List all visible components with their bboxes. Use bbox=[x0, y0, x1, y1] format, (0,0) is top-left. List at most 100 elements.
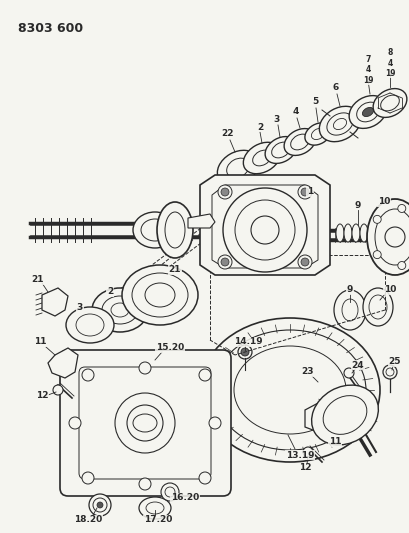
Circle shape bbox=[222, 188, 306, 272]
Ellipse shape bbox=[271, 142, 290, 158]
Text: 11: 11 bbox=[328, 438, 340, 447]
Text: 21: 21 bbox=[31, 276, 44, 285]
Circle shape bbox=[82, 472, 94, 484]
Circle shape bbox=[220, 188, 229, 196]
Circle shape bbox=[218, 255, 231, 269]
Circle shape bbox=[220, 258, 229, 266]
Ellipse shape bbox=[333, 290, 365, 330]
Text: 8303 600: 8303 600 bbox=[18, 22, 83, 35]
Text: 12: 12 bbox=[298, 464, 310, 472]
Circle shape bbox=[218, 185, 231, 199]
Circle shape bbox=[397, 205, 405, 213]
Text: 23: 23 bbox=[301, 367, 313, 376]
Text: 6: 6 bbox=[332, 83, 338, 92]
Text: 17.20: 17.20 bbox=[144, 515, 172, 524]
Polygon shape bbox=[48, 348, 78, 378]
Ellipse shape bbox=[226, 158, 249, 178]
Ellipse shape bbox=[243, 142, 280, 174]
Circle shape bbox=[198, 369, 211, 381]
Circle shape bbox=[397, 262, 405, 270]
Circle shape bbox=[89, 494, 111, 516]
Ellipse shape bbox=[348, 95, 386, 128]
Polygon shape bbox=[304, 402, 331, 432]
Text: 22: 22 bbox=[221, 130, 234, 139]
Circle shape bbox=[127, 405, 163, 441]
Text: 9: 9 bbox=[354, 200, 360, 209]
Text: 2: 2 bbox=[256, 123, 263, 132]
Text: 7
4
19: 7 4 19 bbox=[362, 55, 372, 85]
Circle shape bbox=[343, 368, 353, 378]
Text: 18.20: 18.20 bbox=[74, 515, 102, 524]
Text: 10: 10 bbox=[377, 198, 389, 206]
Text: 2: 2 bbox=[107, 287, 113, 296]
Circle shape bbox=[297, 185, 311, 199]
Circle shape bbox=[139, 478, 151, 490]
Text: 8
4
19: 8 4 19 bbox=[384, 48, 394, 78]
Polygon shape bbox=[200, 175, 329, 275]
Ellipse shape bbox=[367, 224, 375, 242]
Text: 3: 3 bbox=[273, 115, 279, 124]
Text: 16.20: 16.20 bbox=[171, 494, 199, 503]
Ellipse shape bbox=[145, 283, 175, 307]
Circle shape bbox=[297, 255, 311, 269]
Text: 15.20: 15.20 bbox=[155, 343, 184, 352]
Polygon shape bbox=[188, 214, 214, 228]
Text: 24: 24 bbox=[351, 360, 364, 369]
Circle shape bbox=[82, 369, 94, 381]
Circle shape bbox=[372, 215, 380, 223]
Text: 9: 9 bbox=[346, 286, 352, 295]
Ellipse shape bbox=[362, 108, 373, 117]
Text: 25: 25 bbox=[388, 358, 400, 367]
Circle shape bbox=[198, 472, 211, 484]
Circle shape bbox=[97, 502, 103, 508]
Circle shape bbox=[53, 385, 63, 395]
Circle shape bbox=[250, 216, 278, 244]
FancyBboxPatch shape bbox=[60, 350, 230, 496]
Ellipse shape bbox=[290, 134, 308, 150]
Circle shape bbox=[209, 417, 220, 429]
Circle shape bbox=[384, 227, 404, 247]
Text: 21: 21 bbox=[169, 265, 181, 274]
Ellipse shape bbox=[283, 128, 315, 156]
Circle shape bbox=[237, 345, 252, 359]
Ellipse shape bbox=[366, 199, 409, 275]
Ellipse shape bbox=[362, 288, 392, 326]
Circle shape bbox=[300, 258, 308, 266]
Ellipse shape bbox=[372, 88, 406, 117]
Text: 11: 11 bbox=[34, 337, 46, 346]
Polygon shape bbox=[211, 185, 317, 268]
Ellipse shape bbox=[66, 307, 114, 343]
Ellipse shape bbox=[157, 202, 193, 258]
Ellipse shape bbox=[311, 385, 378, 445]
Ellipse shape bbox=[265, 136, 296, 164]
Ellipse shape bbox=[133, 212, 177, 248]
Text: 3: 3 bbox=[77, 303, 83, 312]
Circle shape bbox=[115, 393, 175, 453]
Circle shape bbox=[300, 188, 308, 196]
Circle shape bbox=[139, 362, 151, 374]
Ellipse shape bbox=[200, 318, 379, 462]
Ellipse shape bbox=[217, 150, 258, 185]
Ellipse shape bbox=[351, 224, 359, 242]
Circle shape bbox=[382, 365, 396, 379]
Ellipse shape bbox=[335, 224, 343, 242]
Ellipse shape bbox=[122, 265, 198, 325]
Text: 4: 4 bbox=[292, 108, 299, 117]
Ellipse shape bbox=[133, 414, 157, 432]
Ellipse shape bbox=[139, 497, 171, 519]
Text: 10: 10 bbox=[383, 286, 395, 295]
Ellipse shape bbox=[319, 106, 360, 142]
Circle shape bbox=[161, 483, 179, 501]
Text: 5: 5 bbox=[311, 98, 317, 107]
Text: 12: 12 bbox=[36, 391, 48, 400]
Ellipse shape bbox=[333, 118, 346, 130]
Circle shape bbox=[240, 348, 248, 356]
Circle shape bbox=[69, 417, 81, 429]
Circle shape bbox=[302, 447, 312, 457]
Ellipse shape bbox=[304, 123, 330, 145]
Ellipse shape bbox=[92, 288, 148, 332]
Ellipse shape bbox=[343, 224, 351, 242]
FancyBboxPatch shape bbox=[79, 367, 211, 479]
Polygon shape bbox=[42, 288, 68, 316]
Circle shape bbox=[372, 251, 380, 259]
